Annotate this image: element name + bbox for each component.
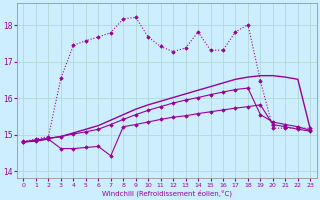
- X-axis label: Windchill (Refroidissement éolien,°C): Windchill (Refroidissement éolien,°C): [102, 189, 232, 197]
